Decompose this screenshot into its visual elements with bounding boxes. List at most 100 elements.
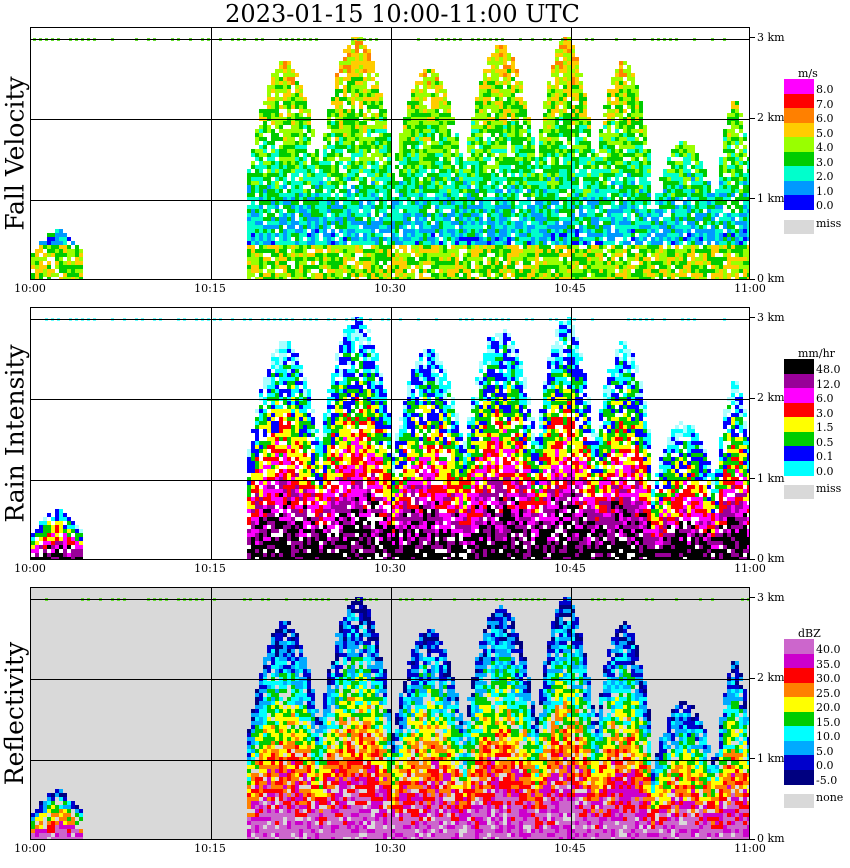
heatmap-cell	[439, 185, 443, 189]
heatmap-cell	[723, 149, 727, 153]
heatmap-cell	[427, 197, 431, 201]
heatmap-cell	[499, 53, 503, 57]
heatmap-cell	[327, 269, 331, 273]
heatmap-cell	[519, 85, 523, 89]
heatmap-cell	[447, 165, 451, 169]
heatmap-cell	[275, 277, 279, 279]
heatmap-cell	[487, 233, 491, 237]
heatmap-cell	[415, 213, 419, 217]
heatmap-cell	[491, 261, 495, 265]
heatmap-cell	[571, 157, 575, 161]
heatmap-cell	[591, 221, 595, 225]
heatmap-cell	[335, 149, 339, 153]
heatmap-cell	[283, 177, 287, 181]
heatmap-cell	[559, 153, 563, 157]
heatmap-cell	[335, 209, 339, 213]
heatmap-cell	[675, 249, 679, 253]
heatmap-cell	[303, 261, 307, 265]
heatmap-cell	[495, 125, 499, 129]
heatmap-cell	[595, 165, 599, 169]
heatmap-cell	[263, 225, 267, 229]
heatmap-cell	[495, 93, 499, 97]
heatmap-cell	[371, 169, 375, 173]
heatmap-cell	[411, 177, 415, 181]
heatmap-cell	[339, 105, 343, 109]
heatmap-cell	[395, 277, 399, 279]
heatmap-cell	[563, 221, 567, 225]
heatmap-cell	[447, 265, 451, 269]
heatmap-cell	[543, 261, 547, 265]
heatmap-cell	[419, 93, 423, 97]
heatmap-cell	[247, 225, 251, 229]
heatmap-cell	[495, 89, 499, 93]
heatmap-cell	[607, 273, 611, 277]
heatmap-cell	[395, 209, 399, 213]
heatmap-cell	[567, 273, 571, 277]
heatmap-cell	[279, 277, 283, 279]
heatmap-cell	[695, 205, 699, 209]
heatmap-cell	[615, 193, 619, 197]
heatmap-cell	[383, 141, 387, 145]
heatmap-cell	[371, 185, 375, 189]
heatmap-cell	[291, 201, 295, 205]
heatmap-cell	[711, 233, 715, 237]
heatmap-cell	[407, 233, 411, 237]
heatmap-cell	[507, 217, 511, 221]
heatmap-cell	[303, 209, 307, 213]
heatmap-cell	[311, 265, 315, 269]
heatmap-cell	[443, 93, 447, 97]
heatmap-cell	[671, 153, 675, 157]
heatmap-cell	[387, 185, 391, 189]
heatmap-cell	[655, 193, 659, 197]
heatmap-cell	[331, 273, 335, 277]
heatmap-cell	[615, 125, 619, 129]
heatmap-cell	[439, 201, 443, 205]
heatmap-cell	[707, 245, 711, 249]
heatmap-cell	[639, 113, 643, 117]
heatmap-cell	[263, 141, 267, 145]
heatmap-cell	[731, 101, 735, 105]
heatmap-cell	[595, 181, 599, 185]
heatmap-cell	[683, 213, 687, 217]
heatmap-cell	[295, 209, 299, 213]
heatmap-cell	[659, 201, 663, 205]
heatmap-cell	[619, 77, 623, 81]
heatmap-cell	[359, 53, 363, 57]
heatmap-cell	[455, 181, 459, 185]
heatmap-cell	[355, 229, 359, 233]
heatmap-cell	[255, 205, 259, 209]
heatmap-cell	[283, 221, 287, 225]
heatmap-cell	[363, 189, 367, 193]
heatmap-cell	[303, 137, 307, 141]
heatmap-cell	[435, 149, 439, 153]
heatmap-cell	[303, 249, 307, 253]
heatmap-cell	[447, 169, 451, 173]
heatmap-cell	[543, 245, 547, 249]
heatmap-cell	[647, 153, 651, 157]
heatmap-cell	[415, 173, 419, 177]
heatmap-cell	[427, 177, 431, 181]
heatmap-cell	[519, 173, 523, 177]
heatmap-cell	[415, 205, 419, 209]
heatmap-cell	[415, 165, 419, 169]
heatmap-cell	[539, 185, 543, 189]
heatmap-cell	[335, 93, 339, 97]
heatmap-cell	[351, 97, 355, 101]
heatmap-cell	[703, 261, 707, 265]
heatmap-cell	[259, 193, 263, 197]
heatmap-cell	[491, 145, 495, 149]
heatmap-cell	[731, 113, 735, 117]
heatmap-cell	[331, 257, 335, 261]
heatmap-cell	[351, 73, 355, 77]
heatmap-cell	[723, 233, 727, 237]
heatmap-cell	[419, 141, 423, 145]
heatmap-cell	[39, 257, 43, 261]
heatmap-cell	[443, 121, 447, 125]
heatmap-cell	[287, 205, 291, 209]
heatmap-cell	[295, 249, 299, 253]
heatmap-cell	[531, 177, 535, 181]
heatmap-cell	[479, 185, 483, 189]
heatmap-cell	[67, 249, 71, 253]
heatmap-cell	[715, 197, 719, 201]
heatmap-cell	[251, 201, 255, 205]
